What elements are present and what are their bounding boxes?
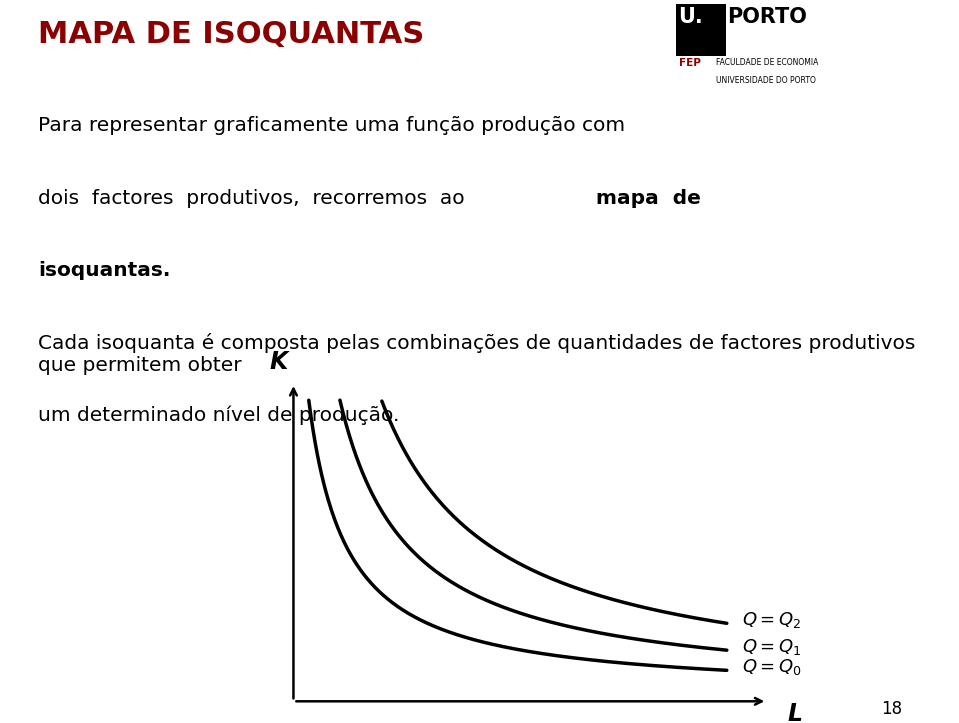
Text: MAPA DE ISOQUANTAS: MAPA DE ISOQUANTAS [38,20,425,49]
Text: U.: U. [678,7,703,27]
Text: Para representar graficamente uma função produção com: Para representar graficamente uma função… [38,116,625,135]
Text: 18: 18 [881,700,902,717]
Text: isoquantas.: isoquantas. [38,261,171,280]
FancyBboxPatch shape [676,4,726,56]
Text: FACULDADE DE ECONOMIA: FACULDADE DE ECONOMIA [716,58,819,67]
Text: mapa  de: mapa de [596,189,701,208]
Text: dois  factores  produtivos,  recorremos  ao: dois factores produtivos, recorremos ao [38,189,478,208]
Text: K: K [269,350,288,374]
Text: L: L [787,702,802,723]
Text: Cada isoquanta é composta pelas combinações de quantidades de factores produtivo: Cada isoquanta é composta pelas combinaç… [38,333,916,375]
Text: PORTO: PORTO [727,7,807,27]
Text: UNIVERSIDADE DO PORTO: UNIVERSIDADE DO PORTO [716,77,816,85]
Text: $Q=Q_2$: $Q=Q_2$ [741,610,801,630]
Text: um determinado nível de produção.: um determinado nível de produção. [38,406,400,425]
Text: FEP: FEP [679,58,701,68]
Text: $Q=Q_1$: $Q=Q_1$ [741,637,801,657]
Text: $Q=Q_0$: $Q=Q_0$ [741,657,802,677]
